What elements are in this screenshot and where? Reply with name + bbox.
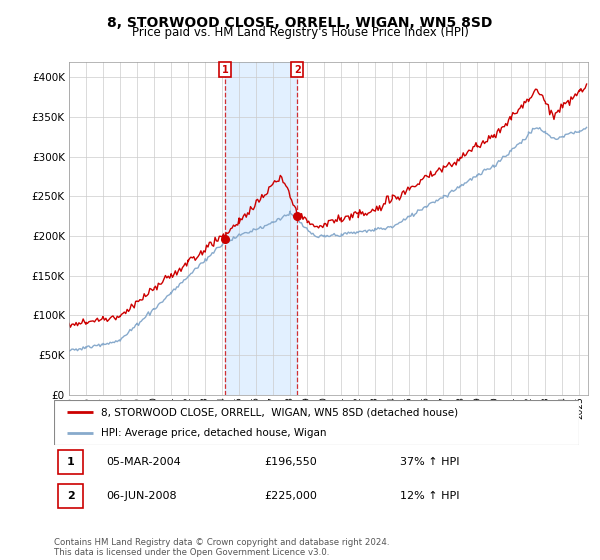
Bar xyxy=(58,450,83,474)
Text: 37% ↑ HPI: 37% ↑ HPI xyxy=(401,457,460,467)
Text: 8, STORWOOD CLOSE, ORRELL,  WIGAN, WN5 8SD (detached house): 8, STORWOOD CLOSE, ORRELL, WIGAN, WN5 8S… xyxy=(101,408,458,418)
Text: £225,000: £225,000 xyxy=(264,491,317,501)
Text: £196,550: £196,550 xyxy=(264,457,317,467)
Text: Contains HM Land Registry data © Crown copyright and database right 2024.
This d: Contains HM Land Registry data © Crown c… xyxy=(54,538,389,557)
Bar xyxy=(58,484,83,508)
Bar xyxy=(225,62,298,395)
Text: HPI: Average price, detached house, Wigan: HPI: Average price, detached house, Wiga… xyxy=(101,428,327,438)
Text: 2: 2 xyxy=(294,64,301,74)
Text: 1: 1 xyxy=(67,457,74,467)
Text: 2: 2 xyxy=(67,491,74,501)
Text: Price paid vs. HM Land Registry's House Price Index (HPI): Price paid vs. HM Land Registry's House … xyxy=(131,26,469,39)
Text: 12% ↑ HPI: 12% ↑ HPI xyxy=(401,491,460,501)
Text: 1: 1 xyxy=(221,64,229,74)
Text: 06-JUN-2008: 06-JUN-2008 xyxy=(107,491,177,501)
Text: 8, STORWOOD CLOSE, ORRELL, WIGAN, WN5 8SD: 8, STORWOOD CLOSE, ORRELL, WIGAN, WN5 8S… xyxy=(107,16,493,30)
Text: 05-MAR-2004: 05-MAR-2004 xyxy=(107,457,181,467)
